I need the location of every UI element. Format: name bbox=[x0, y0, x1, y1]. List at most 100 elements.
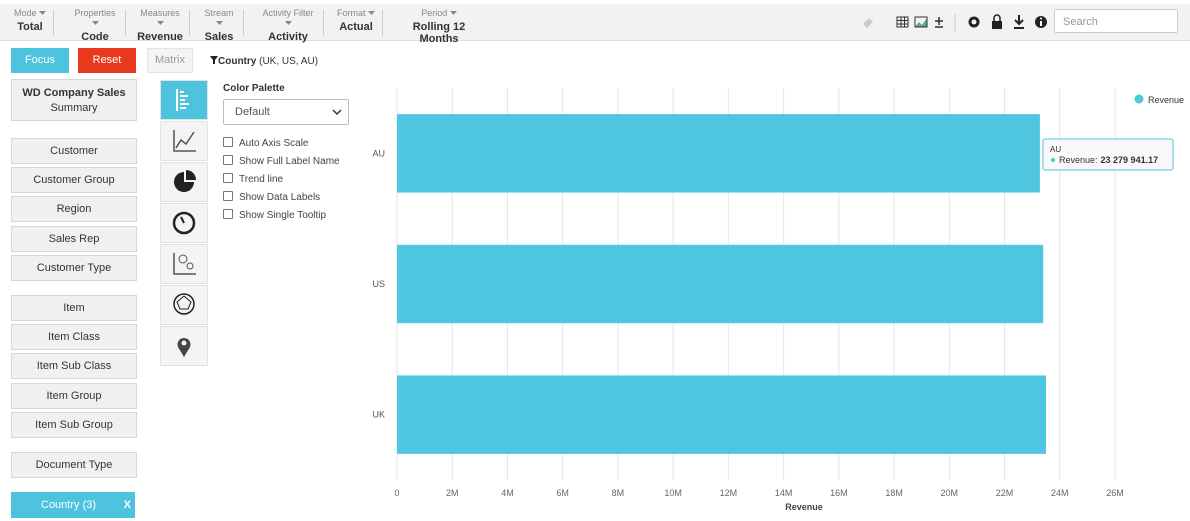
dimension-button[interactable]: Item Sub Class bbox=[11, 353, 137, 380]
dropdown-caret bbox=[215, 21, 223, 25]
toolbar-separator bbox=[53, 10, 54, 36]
line-chart-icon[interactable] bbox=[160, 121, 208, 161]
focus-button[interactable]: Focus bbox=[11, 48, 69, 73]
filter-icon bbox=[210, 56, 218, 64]
toolbar-item[interactable]: Period Rolling 12 Months bbox=[393, 8, 485, 45]
checkbox-row[interactable]: Show Full Label Name bbox=[223, 155, 340, 167]
radar-icon[interactable] bbox=[160, 285, 208, 325]
x-tick-label: 10M bbox=[664, 488, 682, 498]
toolbar-item-label: Measures bbox=[136, 8, 184, 28]
bar bbox=[397, 114, 1040, 193]
dimension-button[interactable]: Item bbox=[11, 295, 137, 321]
x-tick-label: 24M bbox=[1051, 488, 1069, 498]
filter-name: Country bbox=[218, 56, 257, 67]
toolbar-item-value: Rolling 12 Months bbox=[412, 21, 466, 45]
toolbar-item-value: Sales bbox=[204, 31, 234, 43]
dropdown-caret bbox=[449, 11, 457, 15]
toolbar-item-value: Code bbox=[81, 31, 109, 43]
dimension-button[interactable]: Customer Group bbox=[11, 167, 137, 194]
toolbar-item-value: Total bbox=[17, 21, 43, 33]
search-placeholder: Search bbox=[1063, 16, 1098, 28]
toolbar-icons bbox=[863, 14, 1047, 32]
dimension-button[interactable]: Sales Rep bbox=[11, 225, 137, 252]
toolbar-item-value: Revenue bbox=[137, 31, 183, 43]
x-tick-label: 26M bbox=[1106, 488, 1124, 498]
dimension-button[interactable]: Item Class bbox=[11, 324, 137, 351]
toolbar-item[interactable]: Properties Code bbox=[70, 8, 120, 43]
x-tick-label: 6M bbox=[556, 488, 569, 498]
toolbar-item-value: Activity bbox=[268, 31, 308, 43]
toolbar-separator bbox=[243, 10, 244, 36]
checkbox[interactable] bbox=[223, 209, 233, 219]
x-axis-title: Revenue bbox=[785, 502, 823, 512]
scatter-icon[interactable] bbox=[160, 244, 208, 284]
toolbar-item-label: Stream bbox=[200, 8, 238, 28]
y-tick-label: UK bbox=[372, 410, 385, 420]
checkbox-row[interactable]: Show Single Tooltip bbox=[223, 209, 326, 221]
tooltip-marker bbox=[1051, 158, 1055, 162]
dimension-button[interactable]: Document Type bbox=[11, 452, 137, 478]
checkbox-row[interactable]: Trend line bbox=[223, 173, 283, 185]
reset-button[interactable]: Reset bbox=[78, 48, 136, 73]
header-subtitle: Summary bbox=[50, 102, 98, 114]
x-tick-label: 0 bbox=[394, 488, 399, 498]
checkbox-row[interactable]: Auto Axis Scale bbox=[223, 137, 308, 149]
pie-chart-icon[interactable] bbox=[160, 162, 208, 202]
checkbox-label: Show Data Labels bbox=[239, 192, 321, 203]
toolbar-separator bbox=[382, 10, 383, 36]
toolbar-item-label: Period bbox=[393, 8, 485, 18]
checkbox-label: Auto Axis Scale bbox=[239, 138, 309, 149]
dimension-button[interactable]: Item Sub Group bbox=[11, 411, 137, 438]
sidebar-header[interactable]: WD Company Sales Summary bbox=[11, 79, 137, 121]
legend-marker bbox=[1134, 94, 1144, 104]
checkbox[interactable] bbox=[223, 173, 233, 183]
bar-chart-icon[interactable] bbox=[160, 80, 208, 120]
checkbox-label: Show Single Tooltip bbox=[239, 210, 327, 221]
search-box[interactable]: Search bbox=[1054, 9, 1178, 33]
y-tick-label: US bbox=[372, 279, 385, 289]
chart: 0 2M 4M 6M 8M 10M 12M 14M 16M 18M 20M 22M 24M 26M Reve… bbox=[372, 88, 1184, 512]
toolbar-item[interactable]: Measures Revenue bbox=[136, 8, 184, 43]
dropdown-caret bbox=[39, 11, 47, 15]
x-tick-label: 18M bbox=[885, 488, 903, 498]
x-tick-label: 4M bbox=[501, 488, 514, 498]
dimension-button[interactable]: Item Group bbox=[11, 382, 137, 409]
checkbox[interactable] bbox=[223, 155, 233, 165]
palette-label: Color Palette bbox=[223, 83, 285, 94]
toolbar-item[interactable]: Activity Filter Activity bbox=[258, 8, 318, 43]
matrix-button[interactable]: Matrix bbox=[147, 48, 193, 73]
dimension-button[interactable]: Region bbox=[11, 196, 137, 223]
header-title: WD Company Sales bbox=[22, 87, 126, 99]
selected-dimension[interactable]: Country (3) X bbox=[11, 492, 135, 518]
x-tick-label: 16M bbox=[830, 488, 848, 498]
y-tick-label: AU bbox=[372, 148, 385, 158]
tooltip-line: Revenue: 23 279 941.17 bbox=[1059, 155, 1158, 165]
palette-select[interactable]: Default bbox=[223, 99, 349, 125]
legend-label: Revenue bbox=[1148, 95, 1184, 105]
checkbox-label: Show Full Label Name bbox=[239, 156, 340, 167]
selected-close[interactable]: X bbox=[123, 499, 131, 511]
tooltip-value: 23 279 941.17 bbox=[1101, 155, 1159, 165]
bar bbox=[397, 244, 1044, 324]
toolbar-separator bbox=[125, 10, 126, 36]
dropdown-caret bbox=[284, 21, 292, 25]
checkbox-row[interactable]: Show Data Labels bbox=[223, 191, 320, 203]
x-tick-label: 22M bbox=[996, 488, 1014, 498]
dimension-button[interactable]: Customer Type bbox=[11, 254, 137, 281]
checkbox[interactable] bbox=[223, 191, 233, 201]
toolbar-item-label: Activity Filter bbox=[258, 8, 318, 28]
tooltip-series: Revenue: bbox=[1059, 155, 1098, 165]
tooltip-box bbox=[1042, 138, 1174, 171]
toolbar-item[interactable]: Format Actual bbox=[335, 8, 377, 33]
dimension-button[interactable]: Customer bbox=[11, 138, 137, 164]
x-tick-label: 12M bbox=[720, 488, 738, 498]
x-tick-label: 2M bbox=[446, 488, 459, 498]
toolbar-item[interactable]: Mode Total bbox=[12, 8, 48, 33]
dropdown-caret bbox=[91, 21, 99, 25]
checkbox[interactable] bbox=[223, 137, 233, 147]
toolbar-separator bbox=[189, 10, 190, 36]
toolbar-item[interactable]: Stream Sales bbox=[200, 8, 238, 43]
map-icon[interactable] bbox=[160, 326, 208, 366]
gauge-icon[interactable] bbox=[160, 203, 208, 243]
